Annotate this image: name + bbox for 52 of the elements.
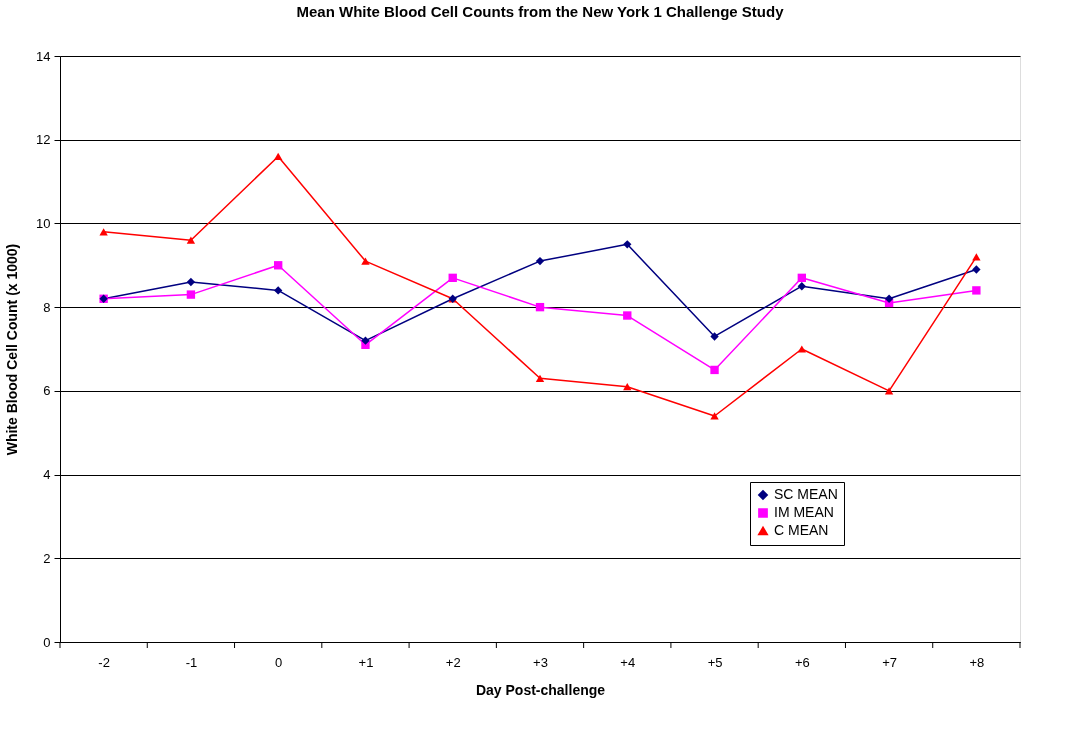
point	[623, 240, 632, 249]
x-tick-label: +2	[445, 654, 461, 670]
legend-label: C MEAN	[774, 522, 829, 538]
point	[535, 256, 545, 266]
x-tick-label: +7	[882, 654, 897, 670]
x-tick-label: +1	[358, 654, 374, 670]
point	[623, 311, 632, 320]
point	[448, 273, 457, 283]
y-tick-label: 12	[36, 132, 51, 148]
point	[797, 282, 806, 291]
x-tick-label: +5	[707, 654, 723, 670]
point	[99, 228, 108, 236]
point	[797, 345, 806, 353]
x-tick-label: +3	[533, 654, 548, 670]
y-axis-title: White Blood Cell Count (x 1000)	[4, 243, 21, 456]
point	[186, 236, 196, 244]
point	[972, 265, 981, 274]
x-tick-label: +4	[620, 654, 636, 670]
legend-label: SC MEAN	[774, 486, 838, 502]
point	[535, 302, 545, 312]
x-axis-title: Day Post-challenge	[475, 681, 606, 698]
point	[710, 365, 719, 375]
x-tick-label: -1	[185, 654, 198, 670]
point	[361, 257, 370, 265]
point	[361, 336, 370, 345]
y-tick-label: 6	[43, 383, 51, 399]
point	[274, 261, 283, 270]
point	[884, 387, 894, 395]
point	[710, 332, 719, 341]
y-tick-label: 8	[43, 299, 51, 315]
point	[186, 290, 196, 299]
point	[972, 286, 981, 295]
point	[710, 412, 719, 420]
x-tick-label: +6	[794, 654, 810, 670]
point	[797, 273, 806, 283]
y-tick-label: 0	[43, 634, 51, 650]
y-tick-label: 2	[43, 550, 51, 566]
point	[274, 286, 283, 295]
point	[884, 294, 894, 303]
point	[186, 277, 196, 287]
y-tick-label: 4	[43, 467, 51, 483]
point	[623, 383, 632, 391]
x-tick-label: 0	[275, 654, 283, 670]
point	[535, 374, 545, 382]
point	[972, 253, 981, 261]
point	[274, 152, 283, 161]
y-tick-label: 14	[36, 48, 51, 64]
x-tick-label: -2	[98, 654, 110, 670]
chart-title: Mean White Blood Cell Counts from the New York 1 Challenge Study	[296, 3, 785, 20]
y-tick-label: 10	[36, 215, 51, 231]
x-tick-label: +8	[969, 654, 985, 670]
legend-label: IM MEAN	[774, 504, 834, 520]
